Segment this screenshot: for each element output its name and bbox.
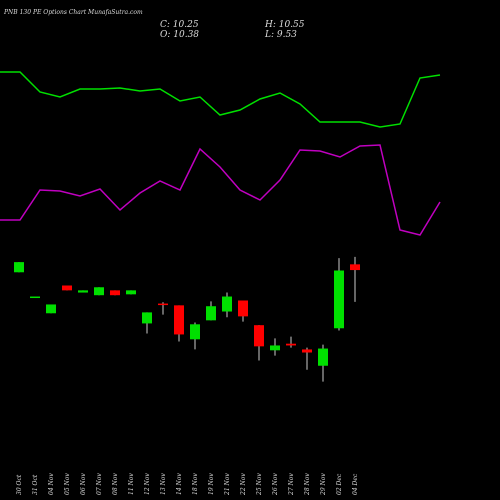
x-tick-label: 07 Nov [96,473,103,495]
candle-body [270,345,280,351]
summary-high: H: 10.55 [264,20,305,30]
candle-body [110,290,120,296]
x-tick-label: 29 Nov [320,473,327,496]
candle-body [46,304,56,314]
x-tick-label: 25 Nov [256,473,263,496]
candle-body [350,264,360,271]
candle-body [62,285,72,291]
indicator-line [0,71,441,128]
candle-body [78,290,88,293]
chart-title: PNB 130 PE Options Chart MunafaSutra.com [3,9,143,16]
x-tick-label: 05 Nov [64,473,71,495]
summary-low: L: 9.53 [264,30,297,40]
x-tick-label: 11 Nov [128,473,135,495]
x-tick-label: 31 Oct [32,474,39,495]
candle-body [14,262,24,273]
candle-body [334,270,344,329]
x-tick-label: 30 Oct [16,474,23,495]
summary-close: C: 10.25 [160,20,199,30]
candle-body [158,303,168,306]
x-tick-label: 19 Nov [208,473,215,495]
summary-open: O: 10.38 [160,30,199,40]
candle-body [222,296,232,312]
candle-body [302,349,312,353]
candle-body [238,300,248,317]
x-tick-label: 18 Nov [192,473,199,495]
candle-body [30,296,40,299]
candle-body [206,306,216,321]
x-tick-label: 28 Nov [304,473,311,496]
indicator-line [0,144,441,236]
candle-body [174,305,184,335]
x-tick-label: 12 Nov [144,473,151,495]
candle-body [126,290,136,295]
candle-body [94,287,104,296]
x-tick-label: 06 Nov [80,473,87,495]
x-tick-label: 02 Dec [336,473,343,495]
candle-body [190,324,200,340]
x-tick-label: 08 Nov [112,473,119,495]
x-tick-label: 04 Nov [48,473,55,495]
candle-body [254,325,264,347]
candle-body [318,348,328,366]
x-tick-label: 13 Nov [160,473,167,495]
x-tick-label: 21 Nov [224,473,231,496]
x-tick-label: 04 Dec [352,473,359,495]
candle-body [142,312,152,324]
x-tick-label: 27 Nov [288,473,295,496]
x-tick-label: 22 Nov [240,473,247,496]
candle-body [286,343,296,346]
x-tick-label: 14 Nov [176,473,183,495]
x-tick-label: 26 Nov [272,473,279,496]
